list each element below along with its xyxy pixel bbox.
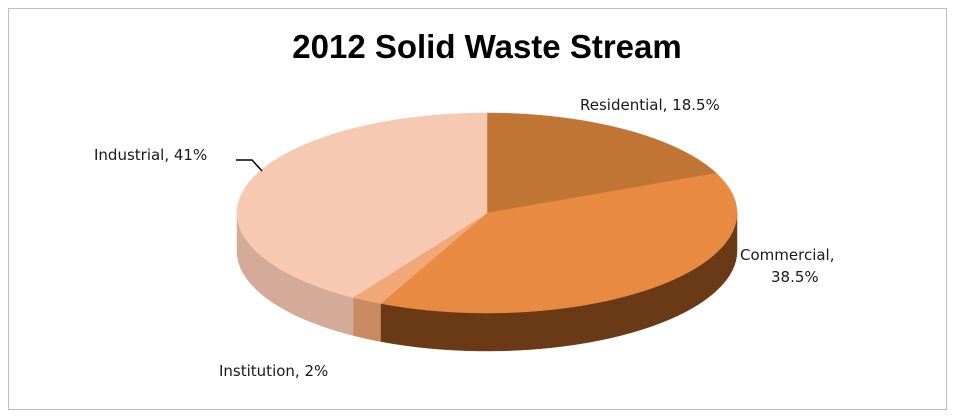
chart-title: 2012 Solid Waste Stream — [292, 28, 681, 65]
industrial-leader-line — [236, 159, 263, 172]
slice-residential — [486, 112, 718, 214]
label-industrial: Industrial, 41% — [94, 146, 207, 164]
slice-industrial — [236, 112, 488, 298]
label-residential: Residential, 18.5% — [580, 96, 720, 114]
side-institution — [352, 297, 381, 342]
label-commercial-line2: 38.5% — [771, 268, 819, 286]
pie-tops — [236, 112, 738, 314]
slice-commercial — [379, 173, 738, 314]
label-institution: Institution, 2% — [219, 362, 328, 380]
slice-institution — [352, 212, 488, 304]
label-commercial-line1: Commercial, — [740, 246, 834, 264]
